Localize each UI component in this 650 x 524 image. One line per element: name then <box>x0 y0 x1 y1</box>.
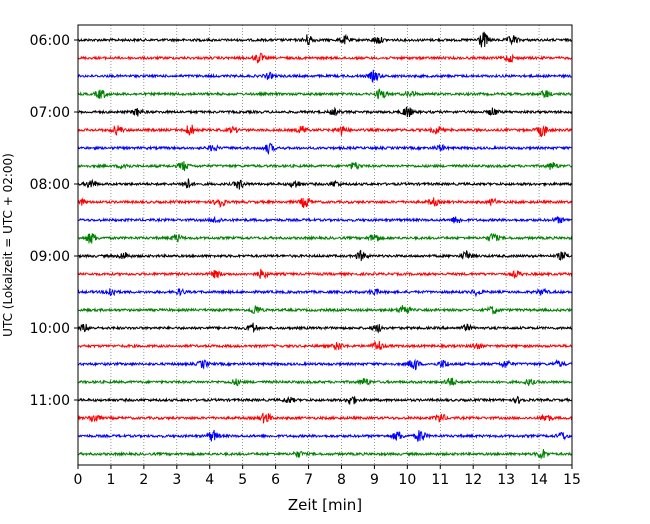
x-tick-label: 1 <box>106 472 115 488</box>
seismogram-trace <box>77 88 573 100</box>
seismogram-trace <box>77 142 573 155</box>
x-tick-label: 6 <box>271 472 280 488</box>
x-tick-label: 11 <box>431 472 449 488</box>
seismogram-trace <box>77 395 573 405</box>
seismogram-trace <box>77 161 573 172</box>
seismogram-trace <box>77 124 573 138</box>
y-tick-label: 06:00 <box>30 33 70 49</box>
x-tick-label: 2 <box>139 472 148 488</box>
seismogram-trace <box>77 358 573 371</box>
x-tick-label: 3 <box>172 472 181 488</box>
x-tick-label: 9 <box>370 472 379 488</box>
y-tick-label: 09:00 <box>30 249 70 265</box>
seismogram-trace <box>77 105 573 118</box>
trace-layer <box>77 31 573 460</box>
x-axis-ticks: 0 1 2 3 4 5 6 7 8 9 10 11 12 13 14 15 <box>74 465 581 488</box>
seismogram-trace <box>77 31 573 48</box>
y-tick-label: 07:00 <box>30 105 70 121</box>
grid-layer <box>77 25 573 465</box>
seismogram-trace <box>77 197 573 209</box>
seismogram-trace <box>77 178 573 190</box>
x-tick-label: 7 <box>304 472 313 488</box>
seismogram-trace <box>77 449 573 460</box>
x-tick-label: 14 <box>530 472 548 488</box>
x-tick-label: 0 <box>74 472 83 488</box>
seismogram-trace <box>77 377 573 387</box>
seismogram-trace <box>77 429 573 442</box>
seismogram-trace <box>77 52 573 65</box>
seismogram-trace <box>77 232 573 244</box>
seismogram-trace <box>77 322 573 334</box>
y-axis-ticks: 06:00 07:00 08:00 09:00 10:00 11:00 <box>30 33 78 409</box>
x-tick-label: 5 <box>238 472 247 488</box>
seismogram-trace <box>77 268 573 280</box>
seismogram-trace <box>77 249 573 262</box>
x-tick-label: 4 <box>205 472 214 488</box>
seismogram-trace <box>77 69 573 84</box>
x-axis-label: Zeit [min] <box>288 496 362 514</box>
x-tick-label: 13 <box>497 472 515 488</box>
y-tick-label: 11:00 <box>30 393 70 409</box>
y-axis-label: UTC (Lokalzeit = UTC + 02:00) <box>1 153 15 337</box>
plot-frame <box>77 24 573 466</box>
x-tick-label: 12 <box>464 472 482 488</box>
seismogram-trace <box>77 340 573 351</box>
seismogram-trace <box>77 412 573 424</box>
x-tick-label: 10 <box>398 472 416 488</box>
seismogram-trace <box>77 304 573 315</box>
y-tick-label: 10:00 <box>30 321 70 337</box>
x-tick-label: 8 <box>337 472 346 488</box>
x-tick-label: 15 <box>563 472 581 488</box>
seismogram-trace <box>77 215 573 224</box>
seismogram-trace <box>77 287 573 298</box>
y-tick-label: 08:00 <box>30 177 70 193</box>
